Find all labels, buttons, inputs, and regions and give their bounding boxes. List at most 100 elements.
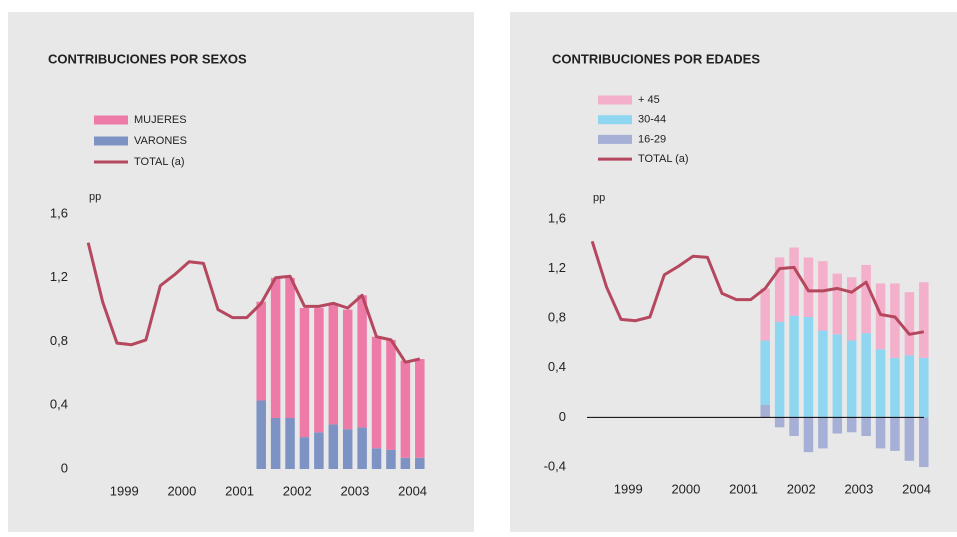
- y-tick-label: 0,4: [50, 397, 68, 412]
- x-tick-label: 2002: [787, 481, 816, 496]
- bar: [803, 316, 814, 418]
- bar: [818, 261, 828, 331]
- bar: [875, 283, 886, 350]
- bar: [904, 355, 915, 418]
- y-tick-label: 1,2: [548, 260, 566, 275]
- bar: [760, 288, 770, 341]
- bar: [400, 360, 411, 458]
- bar: [890, 357, 900, 418]
- bar: [760, 340, 770, 405]
- x-tick-label: 2000: [671, 481, 700, 496]
- bar: [832, 273, 843, 335]
- bar: [919, 357, 929, 418]
- bar: [846, 417, 857, 433]
- legend-label: TOTAL (a): [638, 153, 689, 165]
- y-tick-label: 0: [559, 409, 566, 424]
- chart-title: CONTRIBUCIONES POR EDADES: [552, 51, 760, 66]
- legend-swatch: [598, 115, 632, 125]
- bar: [846, 340, 857, 418]
- bar: [299, 308, 310, 438]
- bar: [875, 417, 886, 449]
- line: [86, 242, 421, 364]
- legend-label: + 45: [638, 94, 660, 106]
- x-tick-label: 2002: [283, 483, 312, 498]
- x-tick-label: 2003: [340, 483, 369, 498]
- bar: [803, 417, 814, 453]
- bar: [314, 432, 324, 469]
- bar: [328, 424, 339, 469]
- y-tick-label: 0,4: [548, 359, 566, 374]
- bar: [357, 295, 367, 428]
- bar: [789, 315, 799, 418]
- x-tick-label: 1999: [110, 483, 139, 498]
- y-tick-label: -0,4: [544, 458, 566, 473]
- bar: [774, 257, 785, 322]
- bar: [285, 277, 295, 418]
- bar: [342, 309, 353, 430]
- bar: [371, 336, 382, 449]
- x-tick-label: 1999: [614, 481, 643, 496]
- bar: [386, 449, 396, 469]
- y-tick-label: 0,8: [50, 333, 68, 348]
- bar: [400, 457, 411, 469]
- bar: [256, 301, 266, 401]
- bar: [314, 308, 324, 433]
- legend-swatch: [598, 95, 632, 105]
- line: [590, 240, 925, 336]
- bar: [774, 321, 785, 418]
- panel: [8, 12, 474, 532]
- bar: [256, 400, 266, 469]
- bar: [832, 334, 843, 418]
- y-tick-label: 1,2: [50, 269, 68, 284]
- bar: [861, 264, 871, 334]
- legend-swatch: [94, 136, 128, 146]
- axis-unit: pp: [89, 191, 101, 203]
- bar: [818, 417, 828, 449]
- bar: [818, 330, 828, 418]
- bar: [328, 304, 339, 425]
- x-tick-label: 2001: [225, 483, 254, 498]
- bar: [861, 417, 871, 436]
- bar: [415, 359, 425, 458]
- y-tick-label: 1,6: [50, 205, 68, 220]
- x-tick-label: 2003: [844, 481, 873, 496]
- bar: [270, 418, 281, 469]
- legend-label: MUJERES: [134, 114, 187, 126]
- y-tick-label: 0,8: [548, 310, 566, 325]
- legend-label: 30-44: [638, 114, 666, 126]
- legend-swatch: [94, 115, 128, 125]
- bar: [861, 333, 871, 418]
- bar: [890, 417, 900, 451]
- bar: [846, 277, 857, 341]
- legend-swatch: [598, 134, 632, 144]
- x-tick-label: 2000: [167, 483, 196, 498]
- bar: [299, 437, 310, 469]
- chart-title: CONTRIBUCIONES POR SEXOS: [48, 51, 247, 66]
- x-tick-label: 2004: [398, 483, 427, 498]
- bar: [285, 418, 295, 469]
- bar: [803, 257, 814, 317]
- legend-label: TOTAL (a): [134, 156, 185, 168]
- bar: [890, 283, 900, 358]
- y-tick-label: 0: [61, 460, 68, 475]
- bar: [357, 427, 367, 469]
- bar: [919, 417, 929, 467]
- bar: [832, 417, 843, 434]
- bar: [789, 247, 799, 316]
- x-tick-label: 2004: [902, 481, 931, 496]
- bar: [760, 405, 770, 418]
- bar: [371, 448, 382, 469]
- bar: [919, 282, 929, 358]
- bar: [904, 417, 915, 461]
- axis-unit: pp: [593, 192, 605, 204]
- x-tick-label: 2001: [729, 481, 758, 496]
- bar: [875, 349, 886, 418]
- bar: [342, 429, 353, 469]
- legend-label: 16-29: [638, 133, 666, 145]
- bar: [774, 417, 785, 428]
- bar: [270, 277, 281, 418]
- bar: [789, 417, 799, 436]
- bar: [386, 339, 396, 450]
- y-tick-label: 1,6: [548, 210, 566, 225]
